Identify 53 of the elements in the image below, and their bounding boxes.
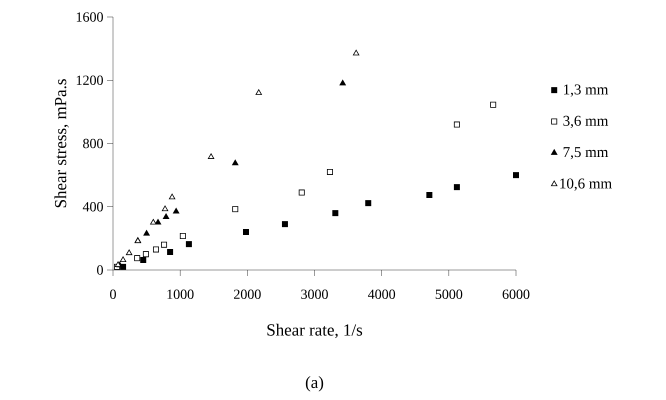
- point: [172, 208, 180, 214]
- y-tick-label: 1600: [76, 12, 103, 22]
- point: [365, 200, 372, 206]
- point: [150, 218, 156, 225]
- point: [168, 194, 176, 200]
- point: [352, 50, 360, 56]
- x-tick-label: 4000: [368, 290, 396, 299]
- point: [120, 256, 126, 262]
- point: [180, 233, 186, 239]
- point: [282, 221, 288, 228]
- point: [332, 210, 338, 216]
- point: [256, 89, 262, 95]
- y-tick-label: 0: [97, 265, 103, 275]
- point: [454, 184, 460, 190]
- y-tick-label: 400: [82, 202, 103, 212]
- legend-label: 1,3 mm: [564, 84, 608, 97]
- legend-label: 7,5 mm: [564, 147, 608, 160]
- point: [134, 255, 140, 262]
- point: [186, 241, 192, 248]
- point: [162, 206, 168, 212]
- y-tick-label: 1200: [76, 76, 103, 85]
- x-tick-label: 0: [110, 290, 116, 299]
- x-tick-label: 2000: [234, 290, 261, 299]
- x-tick-label: 3000: [301, 290, 328, 299]
- point: [232, 160, 238, 166]
- point: [340, 80, 346, 86]
- point: [154, 218, 162, 225]
- point: [242, 229, 249, 236]
- point: [490, 102, 496, 108]
- point: [140, 257, 146, 264]
- text: (a): [306, 376, 324, 392]
- point: [152, 246, 159, 252]
- x-tick-label: 1000: [167, 290, 194, 299]
- legend-label: 10,6 mm: [560, 178, 612, 191]
- x-axis-title: Shear rate, 1/s: [267, 324, 362, 338]
- point: [126, 249, 132, 256]
- point: [326, 168, 333, 175]
- point: [298, 190, 305, 196]
- point: [162, 213, 170, 220]
- x-tick-label: 6000: [502, 290, 530, 299]
- point: [208, 153, 214, 159]
- x-tick-label: 5000: [436, 290, 462, 299]
- point: [167, 248, 174, 255]
- point: [143, 230, 150, 236]
- point: [513, 172, 519, 178]
- point: [161, 242, 168, 248]
- y-axis-title: Shear stress, mPa.s: [54, 79, 69, 208]
- point: [426, 192, 432, 198]
- y-tick-label: 800: [83, 138, 103, 148]
- point: [232, 206, 238, 212]
- point: [142, 251, 149, 258]
- point: [454, 122, 460, 128]
- legend-label: 3,6 mm: [563, 116, 608, 128]
